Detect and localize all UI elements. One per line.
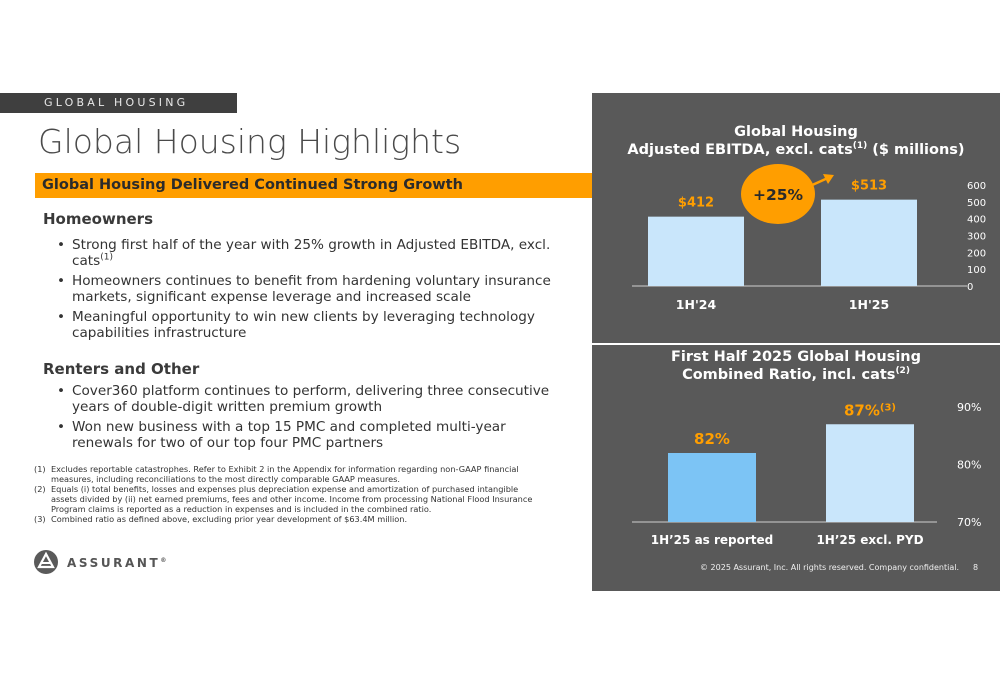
x-tick-label: 1H’25 excl. PYD	[816, 533, 923, 547]
footnote: (1) Excludes reportable catastrophes. Ref…	[34, 464, 574, 484]
data-label-value: 82%	[694, 430, 730, 448]
growth-callout-circle	[741, 164, 815, 224]
footnote-number: (2)	[34, 484, 46, 494]
y-tick-label: 300	[967, 232, 986, 243]
x-tick-label: 1H'25	[849, 297, 889, 312]
x-tick-label: 1H'24	[676, 297, 717, 312]
y-tick-label: 100	[967, 265, 986, 276]
copyright: © 2025 Assurant, Inc. All rights reserve…	[700, 563, 960, 572]
bullet-text: Strong first half of the year with 25% g…	[72, 237, 551, 269]
bullet-text: Homeowners continues to benefit from har…	[72, 273, 551, 305]
footnote-number: (1)	[34, 464, 46, 474]
chart1-title-line1: Global Housing	[734, 124, 858, 140]
chart2-title-line1: First Half 2025 Global Housing	[670, 349, 922, 365]
chart2-title: First Half 2025 Global Housing Combined …	[592, 348, 1000, 384]
callout-arrow-head	[823, 174, 834, 184]
x-tick-label: 1H’25 as reported	[651, 533, 774, 547]
list-item: Homeowners continues to benefit from har…	[57, 273, 557, 305]
assurant-logo-icon	[34, 550, 58, 574]
data-label: 82%	[694, 430, 730, 448]
bullet-text: Cover360 platform continues to perform, …	[72, 383, 550, 415]
y-tick-label: 80%	[957, 459, 981, 472]
page-title: Global Housing Highlights	[38, 122, 462, 161]
section-band	[0, 93, 237, 113]
footnote: (2) Equals (i) total benefits, losses and…	[34, 484, 574, 514]
chart2-title-line2: Combined Ratio, incl. cats	[682, 367, 896, 383]
bullet-text: Meaningful opportunity to win new client…	[72, 309, 535, 341]
bar	[826, 424, 914, 522]
bar	[648, 216, 744, 286]
ratio-chart-panel	[592, 345, 1000, 591]
bullet-text: Won new business with a top 15 PMC and c…	[72, 419, 506, 451]
y-tick-label: 0	[967, 282, 973, 293]
footnote-text: Combined ratio as defined above, excludi…	[51, 514, 408, 524]
footnotes: (1) Excludes reportable catastrophes. Ref…	[34, 464, 574, 524]
list-item: Cover360 platform continues to perform, …	[57, 383, 557, 415]
section-label: GLOBAL HOUSING	[44, 96, 189, 109]
banner-text: Global Housing Delivered Continued Stron…	[42, 177, 463, 193]
homeowners-heading: Homeowners	[43, 210, 154, 228]
bar	[821, 199, 917, 286]
y-tick-label: 400	[967, 215, 986, 226]
data-label: 87%(3)	[844, 401, 896, 419]
renters-heading: Renters and Other	[43, 360, 200, 378]
y-tick-label: 90%	[957, 401, 981, 414]
chart1-title-footnote: (1)	[852, 141, 868, 152]
ratio-chart: 82% 1H’25 as reported 87%(3) 1H’25 excl. PY…	[632, 401, 981, 547]
homeowners-list: Strong first half of the year with 25% g…	[57, 237, 557, 345]
footnote-ref: (1)	[100, 252, 113, 263]
list-item: Won new business with a top 15 PMC and c…	[57, 419, 557, 451]
renters-list: Cover360 platform continues to perform, …	[57, 383, 557, 455]
y-tick-label: 500	[967, 198, 986, 209]
chart2-title-footnote: (2)	[895, 366, 910, 377]
list-item: Meaningful opportunity to win new client…	[57, 309, 557, 341]
data-label: $513	[851, 179, 887, 194]
chart1-title-unit: ($ millions)	[867, 142, 965, 158]
registered-mark: ®	[160, 557, 169, 564]
logo-text: ASSURANT	[67, 556, 161, 570]
highlight-banner	[35, 173, 619, 198]
ebitda-chart: $412 1H'24 $513 1H'25 0 100 200 300 400 500 600 +25…	[632, 164, 986, 312]
footnote: (3) Combined ratio as defined above, excl…	[34, 514, 574, 524]
y-tick-label: 200	[967, 248, 986, 259]
data-label: $412	[678, 196, 714, 211]
footnote-text: Excludes reportable catastrophes. Refer …	[51, 464, 519, 484]
data-label-footnote: (3)	[880, 402, 896, 413]
chart1-title-line2: Adjusted EBITDA, excl. cats	[627, 142, 853, 158]
footnote-text: Equals (i) total benefits, losses and ex…	[51, 484, 533, 514]
page-number: 8	[973, 563, 979, 572]
logo-wordmark: ASSURANT®	[67, 556, 169, 570]
footnote-number: (3)	[34, 514, 46, 524]
y-tick-label: 70%	[957, 516, 981, 529]
chart1-title: Global Housing Adjusted EBITDA, excl. ca…	[592, 123, 1000, 159]
data-label-value: 87%	[844, 401, 880, 419]
y-tick-label: 600	[967, 181, 986, 192]
bar	[668, 453, 756, 522]
list-item: Strong first half of the year with 25% g…	[57, 237, 557, 269]
growth-callout-label: +25%	[753, 186, 804, 204]
